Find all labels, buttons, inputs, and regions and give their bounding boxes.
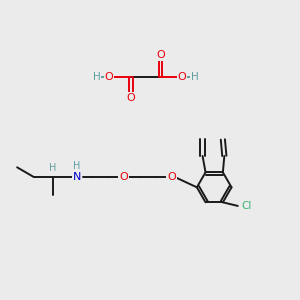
Text: O: O bbox=[178, 72, 186, 82]
Text: H: H bbox=[93, 72, 101, 82]
Text: O: O bbox=[105, 72, 113, 82]
Text: H: H bbox=[73, 161, 80, 171]
Text: O: O bbox=[156, 50, 165, 60]
Text: O: O bbox=[119, 172, 128, 182]
Text: N: N bbox=[73, 172, 81, 182]
Text: H: H bbox=[190, 72, 198, 82]
Text: Cl: Cl bbox=[241, 201, 251, 211]
Text: H: H bbox=[49, 163, 57, 173]
Text: O: O bbox=[126, 93, 135, 103]
Text: O: O bbox=[167, 172, 176, 182]
